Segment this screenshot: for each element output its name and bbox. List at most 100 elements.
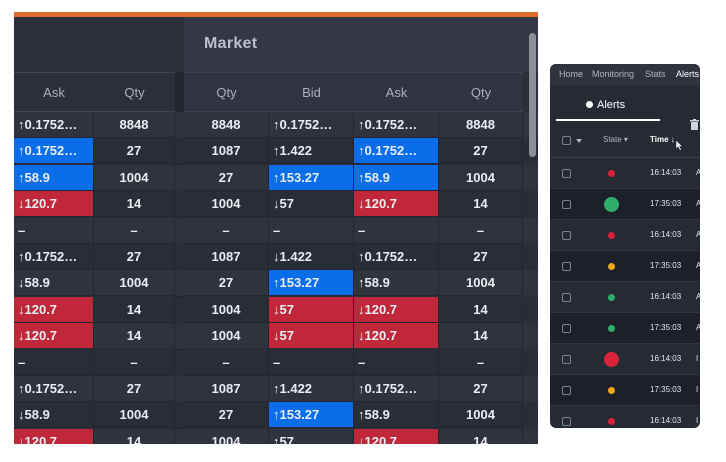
grid-cell-ask1[interactable]: ↑0.1752… bbox=[14, 376, 94, 402]
grid-cell-ask1[interactable]: ↓58.9 bbox=[14, 402, 94, 429]
grid-cell-ask1[interactable]: – bbox=[14, 217, 94, 244]
grid-cell-qty2[interactable]: 27 bbox=[184, 270, 269, 297]
grid-cell-bid[interactable]: ↓57 bbox=[269, 323, 354, 350]
grid-cell-ask1[interactable]: ↑0.1752… bbox=[14, 112, 94, 138]
alert-row[interactable]: 16:14:03 I bbox=[550, 344, 700, 375]
time-header[interactable]: Time ↓ bbox=[650, 135, 675, 144]
alert-row[interactable]: 17:35:03 I bbox=[550, 375, 700, 406]
grid-cell-qty2[interactable]: 1004 bbox=[184, 428, 269, 444]
trash-icon[interactable] bbox=[690, 119, 699, 130]
row-checkbox[interactable] bbox=[562, 417, 571, 426]
column-header-qty[interactable]: Qty bbox=[184, 72, 269, 112]
grid-cell-ask2[interactable]: ↓120.7 bbox=[354, 296, 439, 323]
column-header-qty[interactable]: Qty bbox=[94, 72, 175, 112]
grid-cell-qty2[interactable]: 27 bbox=[184, 402, 269, 429]
grid-cell-qty3[interactable]: – bbox=[439, 217, 523, 244]
grid-cell-bid[interactable]: ↑153.27 bbox=[269, 402, 354, 429]
grid-cell-qty2[interactable]: 1087 bbox=[184, 244, 269, 270]
grid-cell-qty1[interactable]: 1004 bbox=[94, 402, 175, 429]
row-checkbox[interactable] bbox=[562, 200, 571, 209]
grid-cell-qty3[interactable]: 8848 bbox=[439, 112, 523, 138]
table-row[interactable] bbox=[14, 244, 538, 270]
nav-monitoring[interactable]: Monitoring bbox=[592, 69, 635, 79]
grid-cell-ask2[interactable]: ↑58.9 bbox=[354, 270, 439, 297]
table-row[interactable] bbox=[14, 376, 538, 402]
grid-cell-qty3[interactable]: 1004 bbox=[439, 270, 523, 297]
grid-cell-ask1[interactable]: ↓120.7 bbox=[14, 296, 94, 323]
grid-cell-ask2[interactable]: ↑0.1752… bbox=[354, 376, 439, 402]
grid-cell-qty3[interactable]: 27 bbox=[439, 376, 523, 402]
tab-alerts[interactable]: Alerts bbox=[586, 99, 625, 111]
grid-cell-qty2[interactable]: 1087 bbox=[184, 376, 269, 402]
row-checkbox[interactable] bbox=[562, 293, 571, 302]
grid-cell-qty1[interactable]: 1004 bbox=[94, 164, 175, 191]
grid-cell-qty2[interactable]: 8848 bbox=[184, 112, 269, 138]
grid-cell-qty1[interactable]: 14 bbox=[94, 323, 175, 350]
row-checkbox[interactable] bbox=[562, 169, 571, 178]
grid-cell-bid[interactable]: ↑1.422 bbox=[269, 138, 354, 165]
grid-cell-ask2[interactable]: ↓120.7 bbox=[354, 323, 439, 350]
grid-cell-qty3[interactable]: 1004 bbox=[439, 402, 523, 429]
grid-cell-qty3[interactable]: 14 bbox=[439, 323, 523, 350]
alert-row[interactable]: 17:35:03 A bbox=[550, 189, 700, 220]
column-header-ask[interactable]: Ask bbox=[14, 72, 94, 112]
grid-cell-qty1[interactable]: 14 bbox=[94, 191, 175, 218]
table-row[interactable] bbox=[14, 217, 538, 244]
grid-cell-bid[interactable]: ↑153.27 bbox=[269, 164, 354, 191]
table-row[interactable] bbox=[14, 191, 538, 218]
alert-row[interactable]: 17:35:03 A bbox=[550, 313, 700, 344]
alert-row[interactable]: 17:35:03 A bbox=[550, 251, 700, 282]
select-all-checkbox[interactable] bbox=[562, 136, 571, 145]
grid-cell-ask2[interactable]: ↓120.7 bbox=[354, 191, 439, 218]
grid-cell-ask1[interactable]: ↓120.7 bbox=[14, 428, 94, 444]
grid-cell-qty1[interactable]: 1004 bbox=[94, 270, 175, 297]
grid-cell-ask2[interactable]: ↑0.1752… bbox=[354, 138, 439, 165]
grid-cell-bid[interactable]: ↑0.1752… bbox=[269, 112, 354, 138]
grid-cell-qty3[interactable]: 1004 bbox=[439, 164, 523, 191]
grid-cell-ask2[interactable]: ↑58.9 bbox=[354, 402, 439, 429]
grid-cell-bid[interactable]: ↓1.422 bbox=[269, 244, 354, 270]
grid-cell-bid[interactable]: – bbox=[269, 217, 354, 244]
grid-cell-qty2[interactable]: 27 bbox=[184, 164, 269, 191]
grid-cell-ask1[interactable]: ↓120.7 bbox=[14, 191, 94, 218]
grid-cell-ask2[interactable]: ↑0.1752… bbox=[354, 244, 439, 270]
grid-cell-qty3[interactable]: – bbox=[439, 349, 523, 376]
grid-cell-ask2[interactable]: – bbox=[354, 217, 439, 244]
grid-cell-qty3[interactable]: 14 bbox=[439, 191, 523, 218]
grid-cell-qty3[interactable]: 27 bbox=[439, 138, 523, 165]
grid-cell-qty1[interactable]: 8848 bbox=[94, 112, 175, 138]
grid-cell-bid[interactable]: ↑57 bbox=[269, 428, 354, 444]
grid-cell-qty1[interactable]: 14 bbox=[94, 296, 175, 323]
row-checkbox[interactable] bbox=[562, 324, 571, 333]
alert-row[interactable]: 16:14:03 A bbox=[550, 158, 700, 189]
grid-cell-qty1[interactable]: 27 bbox=[94, 138, 175, 165]
state-header[interactable]: State ▾ bbox=[603, 135, 628, 144]
grid-cell-bid[interactable]: ↑1.422 bbox=[269, 376, 354, 402]
grid-cell-qty2[interactable]: 1004 bbox=[184, 296, 269, 323]
column-header-qty[interactable]: Qty bbox=[439, 72, 523, 112]
grid-cell-qty3[interactable]: 14 bbox=[439, 296, 523, 323]
grid-cell-qty1[interactable]: – bbox=[94, 217, 175, 244]
alert-row[interactable]: 16:14:03 I bbox=[550, 406, 700, 428]
nav-stats[interactable]: Stats bbox=[645, 69, 666, 79]
grid-cell-ask2[interactable]: ↑58.9 bbox=[354, 164, 439, 191]
market-scrollbar[interactable] bbox=[529, 33, 536, 157]
table-row[interactable] bbox=[14, 138, 538, 165]
row-checkbox[interactable] bbox=[562, 355, 571, 364]
grid-cell-ask2[interactable]: ↑0.1752… bbox=[354, 112, 439, 138]
alert-row[interactable]: 16:14:03 A bbox=[550, 282, 700, 313]
table-row[interactable] bbox=[14, 112, 538, 138]
table-row[interactable] bbox=[14, 349, 538, 376]
row-checkbox[interactable] bbox=[562, 262, 571, 271]
grid-cell-ask1[interactable]: ↑58.9 bbox=[14, 164, 94, 191]
column-header-ask[interactable]: Ask bbox=[354, 72, 439, 112]
chevron-down-icon[interactable] bbox=[576, 139, 582, 143]
grid-cell-ask1[interactable]: – bbox=[14, 349, 94, 376]
grid-cell-qty1[interactable]: – bbox=[94, 349, 175, 376]
row-checkbox[interactable] bbox=[562, 231, 571, 240]
grid-cell-ask1[interactable]: ↑0.1752… bbox=[14, 138, 94, 165]
grid-cell-qty1[interactable]: 27 bbox=[94, 376, 175, 402]
grid-cell-bid[interactable]: – bbox=[269, 349, 354, 376]
grid-cell-qty2[interactable]: 1087 bbox=[184, 138, 269, 165]
grid-cell-qty2[interactable]: – bbox=[184, 217, 269, 244]
